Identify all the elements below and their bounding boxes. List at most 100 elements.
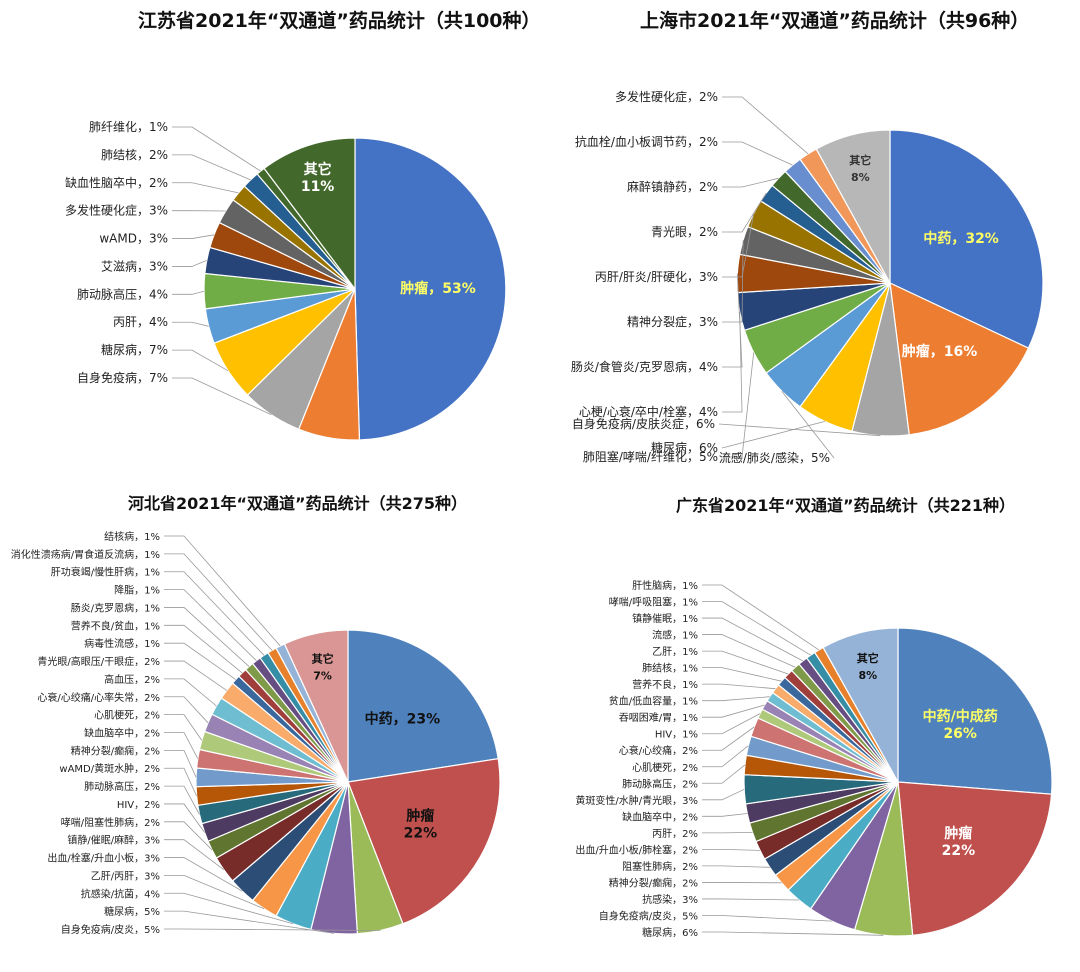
pie-inside-label: 中药，32% [923,230,999,247]
leader-line [702,584,820,651]
pie-slice [263,137,356,291]
pie-outside-label: 病毒性流感，1% [84,637,160,650]
leader-line [702,745,749,768]
leader-line [172,349,229,372]
leader-line [702,848,761,851]
pie-outside-label: 镇静催眠，1% [632,612,698,625]
pie-outside-label: 乙肝，1% [652,646,698,658]
chart-hebei: 河北省2021年“双通道”药品统计（共275种） 中药，23% 肿瘤 22% 其它 7%… [0,486,540,972]
pie-outside-label: wAMD/黄斑水肿，2% [59,762,160,775]
pie-outside-label: 青光眼/高眼压/干眼症，2% [37,655,160,668]
leader-line [164,785,200,815]
pie-outside-label: 缺血性脑卒中，2% [65,175,168,190]
pie-outside-label: 营养不良/贫血，1% [71,619,160,632]
pie-outside-label: 自身免疫病/皮炎，5% [61,923,160,936]
leader-line [722,141,793,166]
leader-line [172,260,207,267]
leader-line [172,377,272,416]
pie-outside-label: 心衰/心绞痛/心率失常，2% [37,691,160,704]
pie-outside-label: 肺阻塞/哮喘/纤维化，5% [583,449,718,464]
pie-inside-label: 其它 [849,153,871,167]
pie-outside-label: 抗感染/抗菌，4% [81,887,160,900]
pie-outside-label: 缺血脑卒中，2% [84,727,160,740]
leader-line [781,390,835,459]
pie-outside-label: 乙肝/丙肝，3% [91,870,160,882]
pie-outside-label: wAMD，3% [99,232,168,246]
pie-outside-label: 高血压，2% [104,673,160,686]
leader-line [164,607,250,667]
pie-outside-label: 麻醉镇静药，2% [627,179,718,194]
pie-slice [347,629,499,783]
pie-outside-label: 心梗/心衰/卒中/栓塞，4% [579,404,718,419]
pie-outside-label: 心肌梗死，2% [94,709,160,722]
leader-line [702,696,770,702]
leader-line [164,928,381,931]
pie-inside-label: 肿瘤 [944,825,972,842]
pie-outside-label: 肺动脉高压，2% [622,777,698,790]
pie-outside-label: 抗感染，3% [642,893,698,906]
leader-line [722,240,744,323]
pie-outside-label: 流感，1% [652,629,698,642]
leader-line [702,813,748,817]
leader-line [722,311,743,413]
pie-outside-label: 精神分裂/癫痫，2% [71,744,160,757]
chart-title: 广东省2021年“双通道”药品统计（共221种） [676,496,1015,515]
pie-outside-label: 丙肝/肝炎/肝硬化，3% [595,270,718,284]
pie-outside-label: 肠炎/食管炎/克罗恩病，4% [571,359,718,374]
pie-inside-label: 中药，23% [365,711,441,728]
pie-outside-label: 肺结核，2% [101,148,168,162]
leader-line [722,273,743,368]
pie-inside-label: 11% [301,179,335,195]
pie-outside-label: 结核病，1% [104,530,160,543]
leader-line [164,803,205,833]
pie-outside-label: 哮喘/阻塞性肺病，2% [61,816,160,829]
leader-line [722,192,767,233]
pie-outside-label: 哮喘/呼吸阻塞，1% [609,596,698,609]
leader-line [164,660,227,691]
pie-inside-label: 肿瘤 [406,807,434,824]
pie-outside-label: 糖尿病，5% [104,905,160,918]
pie-outside-label: 出血/升血小板/肺栓塞，2% [575,843,698,856]
pie-outside-label: 消化性溃疡病/胃食道反流病，1% [11,548,160,561]
pie-inside-label: 8% [858,669,877,682]
leader-line [164,642,236,680]
pie-outside-label: 精神分裂/癫痫，2% [609,876,698,889]
pie-slice [897,627,1053,795]
leader-line [702,617,803,662]
leader-line [164,624,243,674]
leader-line [164,749,197,778]
chart-title: 上海市2021年“双通道”药品统计（共96种） [640,10,1030,32]
leader-line [702,601,811,656]
pie-outside-label: HIV，1% [655,730,698,741]
pie-outside-label: 抗血栓/血小板调节药，2% [575,134,718,149]
pie-slice [897,781,1053,936]
pie-outside-label: 自身免疫病/皮肤炎症，6% [572,416,715,431]
pie-outside-label: 丙肝，4% [113,315,168,329]
leader-line [722,177,779,188]
pie-slice [283,629,349,783]
pie-outside-label: 丙肝，2% [652,828,698,840]
leader-line [164,767,197,797]
pie-outside-label: 肺动脉高压，2% [84,780,160,793]
leader-line [172,290,205,295]
pie-outside-label: 糖尿病，7% [101,342,168,357]
leader-line [722,352,755,458]
pie-outside-label: 阻塞性肺病，2% [622,860,698,873]
pie-outside-label: 多发性硬化症，2% [615,89,718,104]
leader-line [718,423,881,437]
chart-guangdong: 广东省2021年“双通道”药品统计（共221种） 中药/中成药 26% 肿瘤 22% 其… [540,486,1080,972]
pie-slice [347,757,501,925]
leader-line [722,213,755,278]
leader-line [702,726,755,751]
leader-line [702,634,796,668]
pie-slice [354,137,507,441]
pie-outside-label: 肝功衰竭/慢性肝病，1% [51,566,160,579]
pie-inside-label: 7% [313,670,332,683]
leader-line [164,839,225,871]
leader-line [702,713,761,735]
pie-outside-label: 降脂，1% [114,584,160,597]
leader-line [702,764,746,784]
leader-line [702,788,745,801]
leader-line [164,875,265,910]
pie-inside-label: 8% [851,171,870,184]
